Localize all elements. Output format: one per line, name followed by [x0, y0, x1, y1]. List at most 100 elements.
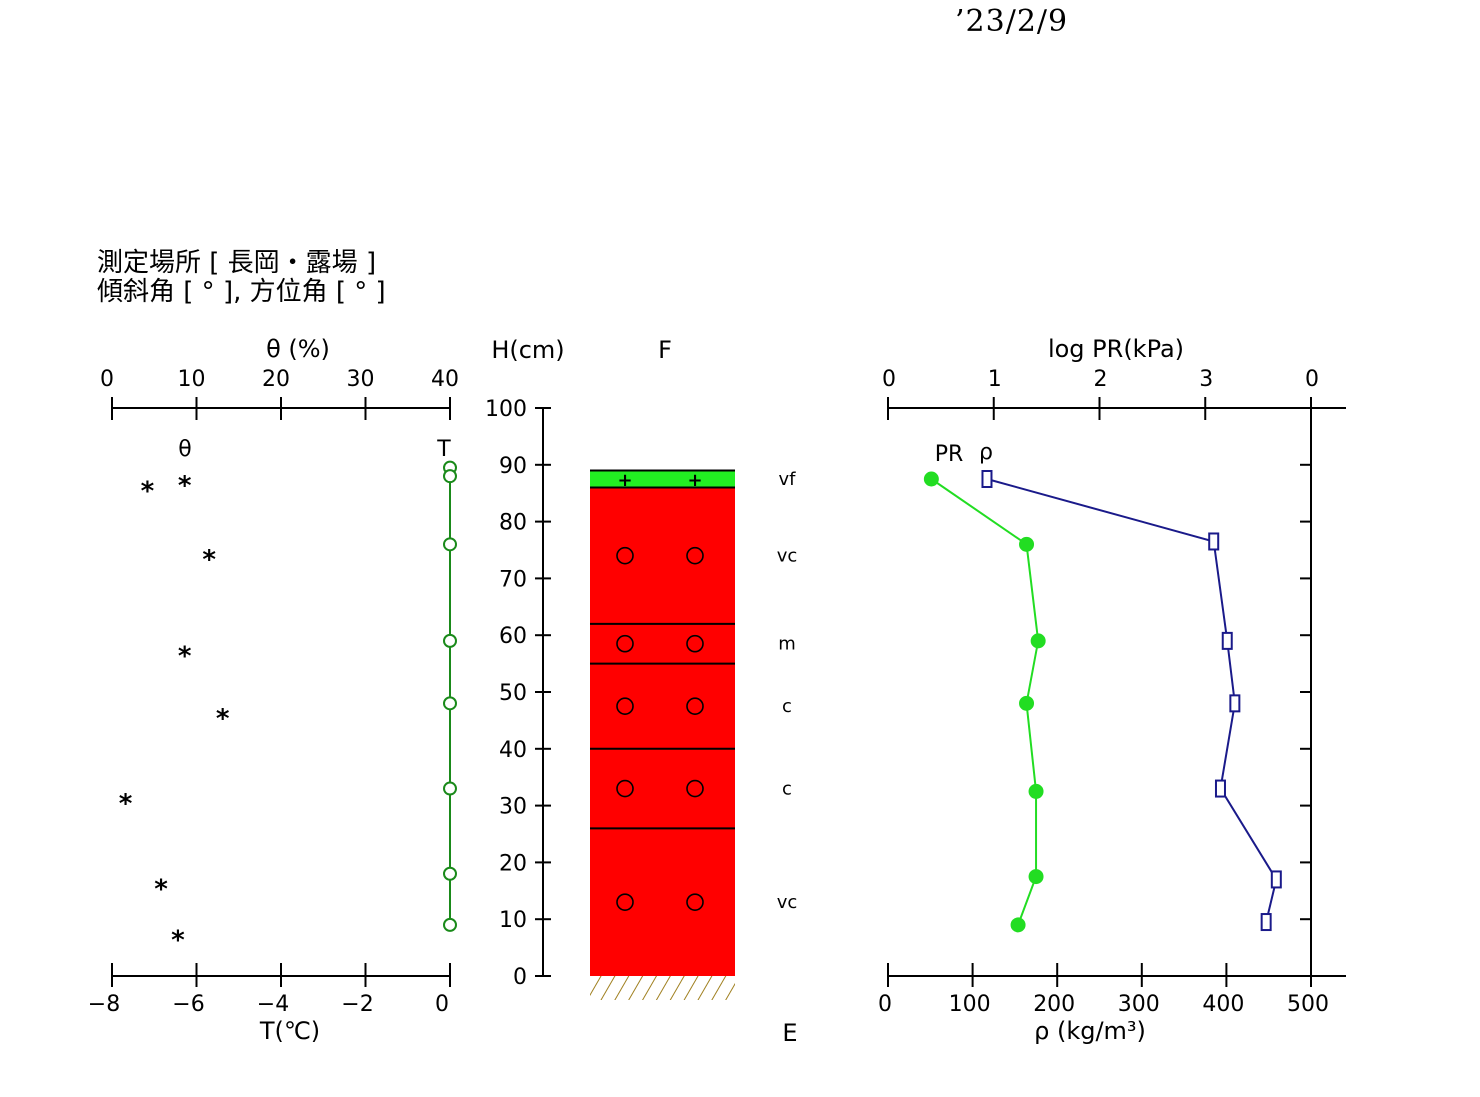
snow-layer — [590, 663, 735, 749]
pr-tick-label: 2 — [1094, 367, 1108, 392]
pr-point — [1030, 633, 1046, 649]
pr-tick-label: 1 — [988, 367, 1002, 392]
temperature-point — [443, 917, 457, 932]
stratigraphy-panel: 0 10 20 30 40 50 60 70 80 90 100 H(cm) F E + + vf vc m c c vc — [485, 336, 798, 1047]
theta-point: * — [178, 641, 192, 671]
grain-symbol — [616, 893, 634, 911]
temperature-tick-label: −8 — [88, 992, 120, 1017]
theta-point: * — [178, 471, 192, 501]
temperature-tick-label: −6 — [172, 992, 204, 1017]
temperature-tick-label: 0 — [435, 992, 449, 1017]
theta-tick-label: 40 — [431, 367, 459, 392]
density-point — [1208, 532, 1220, 551]
height-tick-label: 30 — [499, 795, 527, 820]
grain-symbol — [686, 697, 704, 716]
height-axis-title: H(cm) — [491, 336, 564, 364]
theta-temperature-panel: 0 10 20 30 40θ (%)−8 −6 −4 −2 0T(℃)θ T* ******* — [88, 335, 459, 1045]
temperature-point — [443, 633, 457, 648]
theta-axis-title: θ (%) — [266, 335, 330, 363]
density-point — [1221, 631, 1233, 650]
pr-series-label: PR — [935, 442, 964, 467]
theta-tick-label: 0 — [100, 367, 114, 392]
density-tick-label: 0 — [878, 992, 892, 1017]
grain-symbol — [616, 634, 634, 653]
grain-symbol — [686, 893, 704, 911]
pr-point — [1028, 783, 1044, 799]
density-tick-label: 400 — [1202, 992, 1244, 1017]
hardness-label: c — [782, 779, 792, 800]
pr-tick-label: 3 — [1199, 367, 1213, 392]
pr-point — [923, 471, 939, 487]
snow-layer — [590, 487, 735, 624]
height-tick-label: 70 — [499, 567, 527, 592]
pr-tick-label: 0 — [1305, 367, 1319, 392]
theta-tick-label: 30 — [347, 367, 375, 392]
grain-symbol — [616, 697, 634, 716]
temperature-axis-title: T(℃) — [259, 1017, 320, 1045]
theta-point: * — [216, 704, 230, 734]
density-series-label: ρ — [979, 440, 993, 465]
grain-symbol: + — [687, 470, 702, 491]
grain-symbol: + — [617, 470, 632, 491]
height-tick-label: 20 — [499, 851, 527, 876]
snow-layer — [590, 828, 735, 976]
density-tick-label: 300 — [1118, 992, 1160, 1017]
pr-point — [1019, 536, 1035, 552]
temperature-point — [443, 696, 457, 711]
temperature-point — [443, 469, 457, 484]
theta-point: * — [202, 545, 216, 575]
density-tick-label: 100 — [949, 992, 991, 1017]
pr-point — [1010, 917, 1026, 933]
ground-label: E — [782, 1019, 797, 1047]
temperature-point — [443, 866, 457, 881]
theta-point: * — [171, 925, 185, 955]
height-tick-label: 40 — [499, 738, 527, 763]
theta-point: * — [141, 477, 155, 507]
pr-point — [1019, 695, 1035, 711]
density-point — [981, 470, 993, 488]
height-tick-label: 100 — [485, 397, 527, 422]
snow-layer — [590, 748, 735, 829]
density-tick-label: 500 — [1287, 992, 1329, 1017]
height-tick-label: 80 — [499, 511, 527, 536]
height-tick-label: 90 — [499, 454, 527, 479]
grain-symbol — [686, 779, 704, 798]
density-point — [1214, 779, 1226, 798]
theta-tick-label: 10 — [178, 367, 206, 392]
grain-symbol — [616, 779, 634, 798]
grain-symbol — [686, 546, 704, 565]
theta-tick-label: 20 — [262, 367, 290, 392]
theta-point: * — [154, 874, 168, 904]
temperature-series-label: T — [436, 437, 451, 462]
grain-symbol — [686, 634, 704, 653]
temperature-point — [443, 781, 457, 796]
pr-point — [1028, 869, 1044, 885]
density-point — [1260, 913, 1272, 932]
snow-layer — [590, 623, 735, 664]
height-tick-label: 10 — [499, 908, 527, 933]
hardness-label: vc — [777, 892, 798, 913]
hardness-label: vf — [779, 469, 797, 490]
observation-date: ’23/2/9 — [955, 4, 1069, 39]
temperature-point — [443, 537, 457, 552]
theta-point: * — [119, 789, 133, 819]
height-tick-label: 60 — [499, 624, 527, 649]
grain-symbol — [616, 546, 634, 565]
density-tick-label: 200 — [1033, 992, 1075, 1017]
hardness-label: m — [778, 634, 796, 655]
temperature-tick-label: −4 — [257, 992, 289, 1017]
pr-axis-title: log PR(kPa) — [1048, 335, 1184, 363]
ground-hatch — [590, 976, 735, 1000]
temperature-tick-label: −2 — [341, 992, 373, 1017]
hardness-label: vc — [777, 546, 798, 567]
height-tick-label: 0 — [513, 965, 527, 990]
density-axis-title: ρ (kg/m³) — [1034, 1017, 1146, 1045]
location-label: 測定場所 [ 長岡・露場 ] — [97, 248, 377, 278]
pr-density-panel: 0 1 2 3 0 log PR(kPa) 0 100 200 300 400 500 ρ (kg/m³… — [878, 335, 1346, 1045]
snow-layer — [590, 470, 735, 488]
height-tick-label: 50 — [499, 681, 527, 706]
theta-series-label: θ — [178, 437, 191, 462]
density-point — [1229, 694, 1241, 713]
slope-azimuth-label: 傾斜角 [ ° ], 方位角 [ ° ] — [97, 277, 386, 307]
